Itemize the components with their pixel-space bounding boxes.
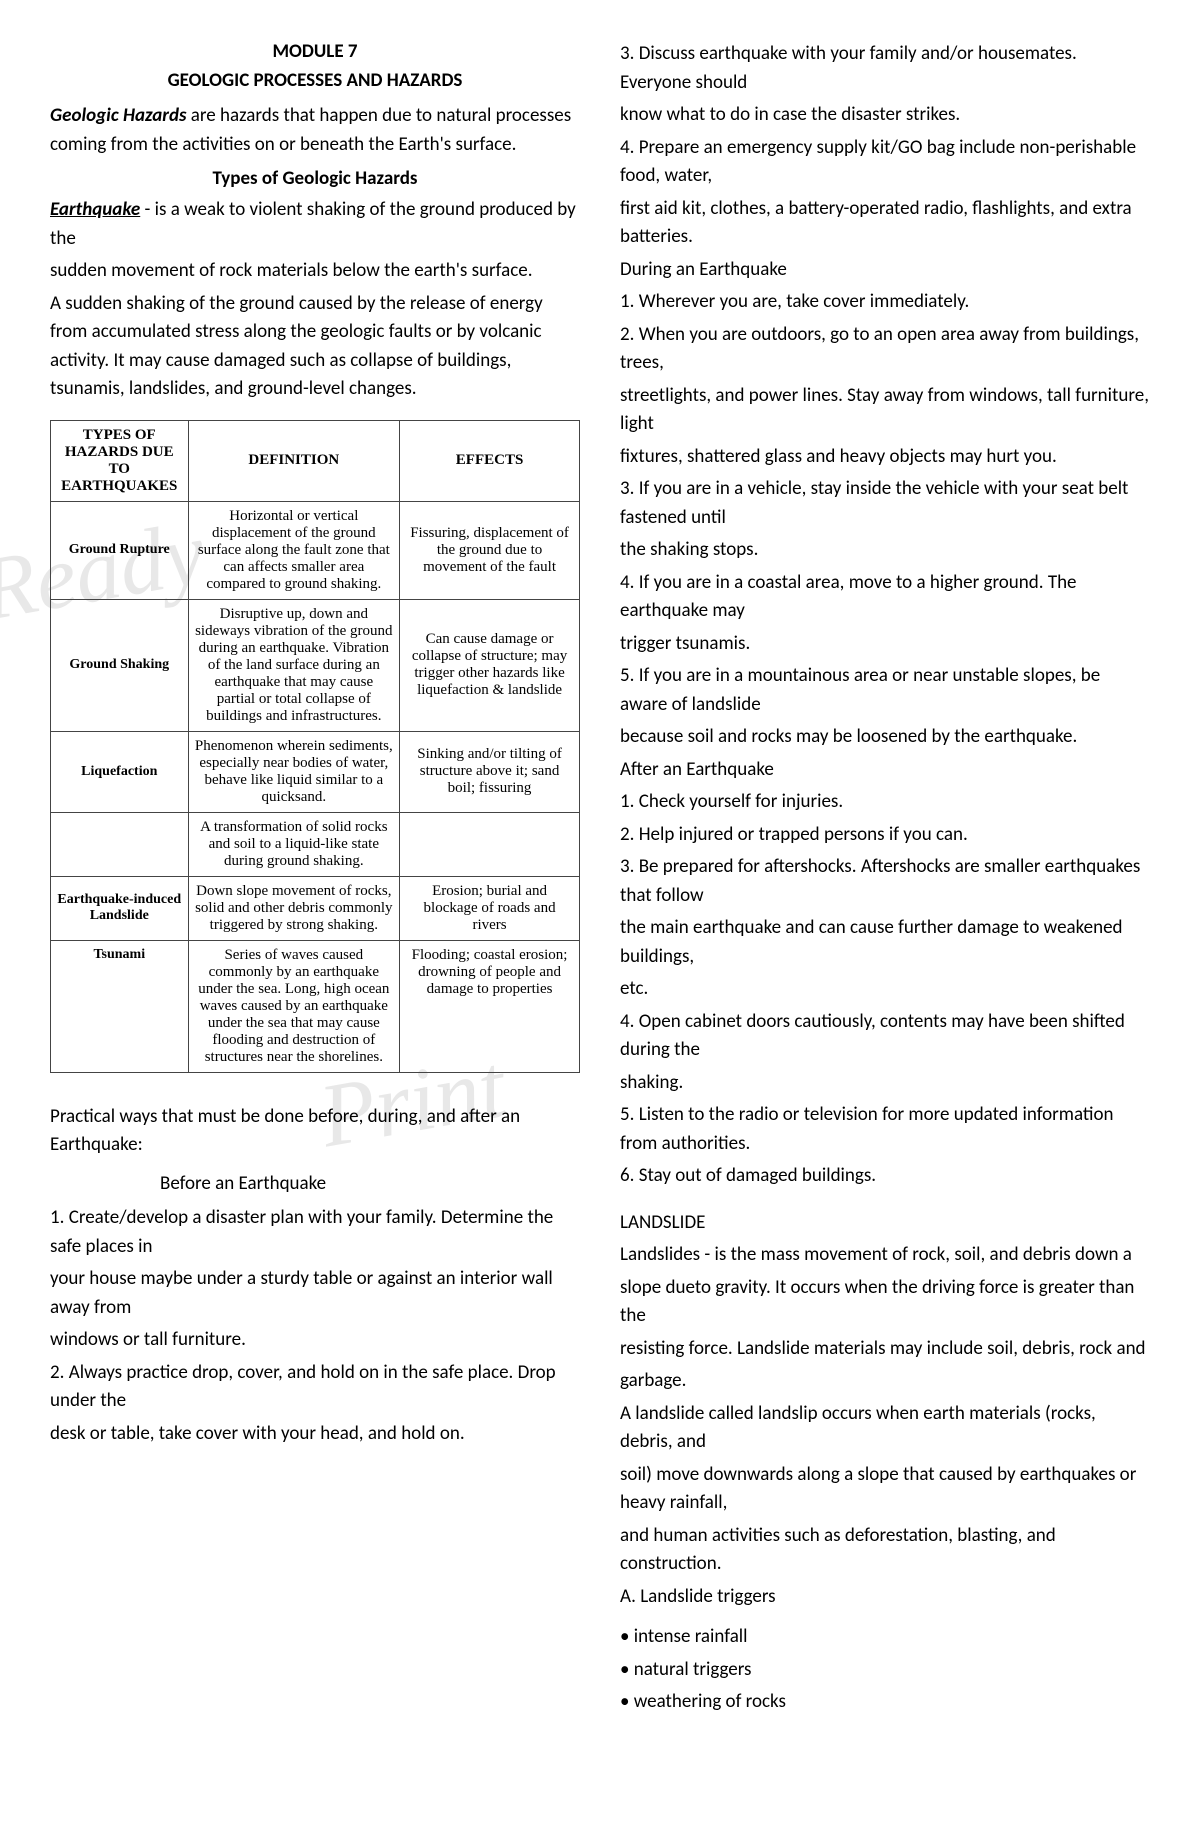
cell-eff: Flooding; coastal erosion; drowning of p… <box>400 940 580 1072</box>
ls-trigger-3: • weathering of rocks <box>620 1688 1150 1717</box>
after-3b: the main earthquake and can cause furthe… <box>620 914 1150 971</box>
earthquake-def-1: Earthquake - is a weak to violent shakin… <box>50 196 580 253</box>
eq-text-2: sudden movement of rock materials below … <box>50 257 580 286</box>
module-number: MODULE 7 <box>50 40 580 63</box>
earthquake-term: Earthquake <box>50 198 140 221</box>
after-6: 6. Stay out of damaged buildings. <box>620 1162 1150 1191</box>
cell-eff: Erosion; burial and blockage of roads an… <box>400 876 580 940</box>
table-row: Tsunami Series of waves caused commonly … <box>51 940 580 1072</box>
before-4a: 4. Prepare an emergency supply kit/GO ba… <box>620 134 1150 191</box>
during-3a: 3. If you are in a vehicle, stay inside … <box>620 475 1150 532</box>
during-2a: 2. When you are outdoors, go to an open … <box>620 321 1150 378</box>
ls-3: resisting force. Landslide materials may… <box>620 1335 1150 1364</box>
before-1b: your house maybe under a sturdy table or… <box>50 1265 580 1322</box>
page-columns: MODULE 7 GEOLOGIC PROCESSES AND HAZARDS … <box>50 40 1150 1721</box>
module-title: GEOLOGIC PROCESSES AND HAZARDS <box>50 69 580 92</box>
intro-paragraph: Geologic Hazards are hazards that happen… <box>50 102 580 159</box>
table-header-row: TYPES OF HAZARDS DUE TO EARTHQUAKES DEFI… <box>51 420 580 501</box>
before-1c: windows or tall furniture. <box>50 1326 580 1355</box>
before-4b: first aid kit, clothes, a battery-operat… <box>620 195 1150 252</box>
during-5a: 5. If you are in a mountainous area or n… <box>620 662 1150 719</box>
cell-def: Horizontal or vertical displacement of t… <box>188 501 400 599</box>
th-types: TYPES OF HAZARDS DUE TO EARTHQUAKES <box>51 420 189 501</box>
cell-type: Liquefaction <box>51 731 189 812</box>
during-2c: fixtures, shattered glass and heavy obje… <box>620 443 1150 472</box>
during-4a: 4. If you are in a coastal area, move to… <box>620 569 1150 626</box>
table-row: Ground Shaking Disruptive up, down and s… <box>51 599 580 731</box>
ls-6: soil) move downwards along a slope that … <box>620 1461 1150 1518</box>
cell-type: Tsunami <box>51 940 189 1072</box>
th-definition: DEFINITION <box>188 420 400 501</box>
before-1a: 1. Create/develop a disaster plan with y… <box>50 1204 580 1261</box>
cell-def: Phenomenon wherein sediments, especially… <box>188 731 400 812</box>
before-heading: Before an Earthquake <box>160 1170 580 1199</box>
cell-type: Ground Rupture <box>51 501 189 599</box>
cell-eff: Fissuring, displacement of the ground du… <box>400 501 580 599</box>
during-heading: During an Earthquake <box>620 256 1150 285</box>
after-5: 5. Listen to the radio or television for… <box>620 1101 1150 1158</box>
after-4a: 4. Open cabinet doors cautiously, conten… <box>620 1008 1150 1065</box>
before-2a: 2. Always practice drop, cover, and hold… <box>50 1359 580 1416</box>
table-row: A transformation of solid rocks and soil… <box>51 812 580 876</box>
after-heading: After an Earthquake <box>620 756 1150 785</box>
during-4b: trigger tsunamis. <box>620 630 1150 659</box>
ls-trigger-2: • natural triggers <box>620 1656 1150 1685</box>
ls-7: and human activities such as deforestati… <box>620 1522 1150 1579</box>
th-effects: EFFECTS <box>400 420 580 501</box>
ls-1: Landslides - is the mass movement of roc… <box>620 1241 1150 1270</box>
cell-type: Earthquake-induced Landslide <box>51 876 189 940</box>
ls-trigger-1: • intense rainfall <box>620 1623 1150 1652</box>
after-2: 2. Help injured or trapped persons if yo… <box>620 821 1150 850</box>
ls-triggers-heading: A. Landslide triggers <box>620 1583 1150 1612</box>
cell-type: Ground Shaking <box>51 599 189 731</box>
table-row: Ground Rupture Horizontal or vertical di… <box>51 501 580 599</box>
after-3a: 3. Be prepared for aftershocks. Aftersho… <box>620 853 1150 910</box>
after-4b: shaking. <box>620 1069 1150 1098</box>
right-column: 3. Discuss earthquake with your family a… <box>620 40 1150 1721</box>
geologic-hazards-term: Geologic Hazards <box>50 104 186 127</box>
before-2b: desk or table, take cover with your head… <box>50 1420 580 1449</box>
after-1: 1. Check yourself for injuries. <box>620 788 1150 817</box>
table-row: Liquefaction Phenomenon wherein sediment… <box>51 731 580 812</box>
left-column: MODULE 7 GEOLOGIC PROCESSES AND HAZARDS … <box>50 40 580 1721</box>
practical-intro: Practical ways that must be done before,… <box>50 1103 580 1160</box>
cell-eff: Can cause damage or collapse of structur… <box>400 599 580 731</box>
table-row: Earthquake-induced Landslide Down slope … <box>51 876 580 940</box>
cell-def: Series of waves caused commonly by an ea… <box>188 940 400 1072</box>
eq-text-3: A sudden shaking of the ground caused by… <box>50 290 580 404</box>
landslide-heading: LANDSLIDE <box>620 1209 1150 1238</box>
cell-eff <box>400 812 580 876</box>
cell-def: A transformation of solid rocks and soil… <box>188 812 400 876</box>
hazards-table: TYPES OF HAZARDS DUE TO EARTHQUAKES DEFI… <box>50 420 580 1073</box>
during-5b: because soil and rocks may be loosened b… <box>620 723 1150 752</box>
during-2b: streetlights, and power lines. Stay away… <box>620 382 1150 439</box>
after-3c: etc. <box>620 975 1150 1004</box>
cell-def: Disruptive up, down and sideways vibrati… <box>188 599 400 731</box>
before-3b: know what to do in case the disaster str… <box>620 101 1150 130</box>
cell-eff: Sinking and/or tilting of structure abov… <box>400 731 580 812</box>
during-3b: the shaking stops. <box>620 536 1150 565</box>
before-3a: 3. Discuss earthquake with your family a… <box>620 40 1150 97</box>
cell-def: Down slope movement of rocks, solid and … <box>188 876 400 940</box>
ls-2: slope dueto gravity. It occurs when the … <box>620 1274 1150 1331</box>
cell-type <box>51 812 189 876</box>
ls-5: A landslide called landslip occurs when … <box>620 1400 1150 1457</box>
ls-4: garbage. <box>620 1367 1150 1396</box>
types-heading: Types of Geologic Hazards <box>50 167 580 190</box>
during-1: 1. Wherever you are, take cover immediat… <box>620 288 1150 317</box>
